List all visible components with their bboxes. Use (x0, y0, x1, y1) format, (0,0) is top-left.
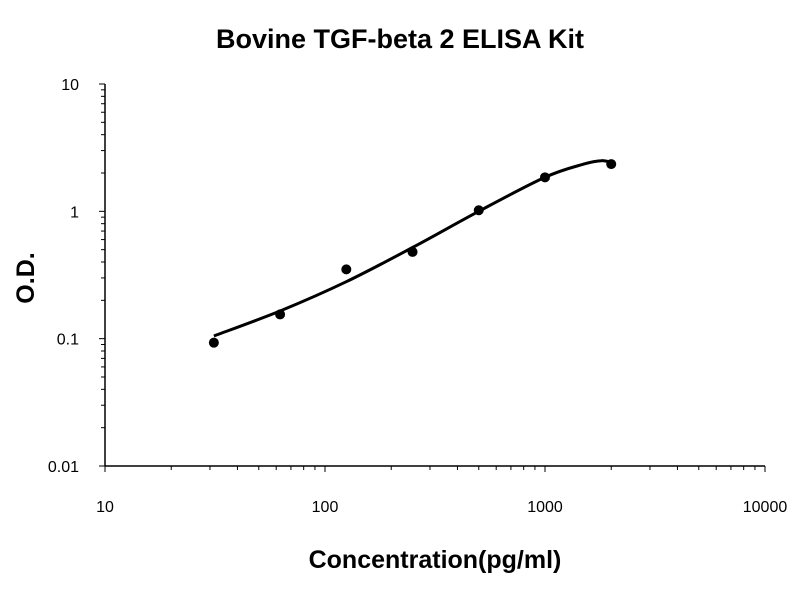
x-tick-label: 10 (96, 499, 114, 516)
data-point (275, 309, 286, 320)
x-tick-label: 10000 (743, 499, 788, 516)
tick-labels: 10 100 1000 10000 0.01 0.1 1 10 (48, 77, 787, 516)
data-point (606, 159, 617, 170)
data-points (208, 159, 617, 348)
axes (104, 84, 765, 467)
data-point (407, 246, 418, 257)
data-point (540, 172, 550, 183)
data-point (473, 205, 484, 216)
x-axis-title: Concentration(pg/ml) (309, 546, 562, 574)
x-tick-label: 100 (312, 499, 339, 516)
y-axis-title: O.D. (12, 252, 40, 303)
y-tick-label: 0.01 (48, 459, 79, 476)
y-tick-label: 10 (61, 77, 79, 94)
data-point (208, 337, 219, 348)
y-tick-label: 1 (70, 204, 79, 221)
x-tick-label: 1000 (527, 499, 563, 516)
data-point (341, 264, 352, 275)
y-tick-label: 0.1 (57, 332, 79, 349)
tick-marks (99, 83, 766, 472)
chart-title: Bovine TGF-beta 2 ELISA Kit (215, 24, 585, 54)
